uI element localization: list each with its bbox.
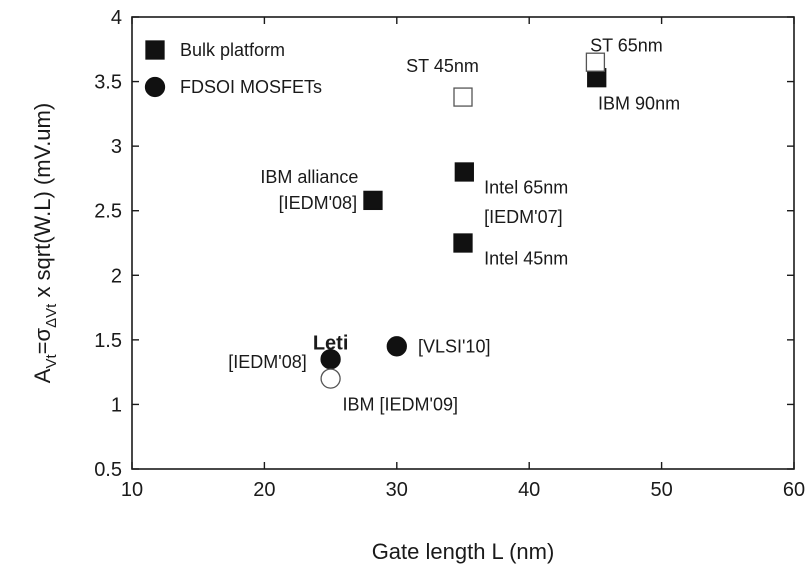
annotation-label: Intel 65nm [484,177,568,197]
y-tick-label: 2 [111,265,122,287]
annotation-label: [IEDM'08] [279,193,357,213]
plot-frame [131,16,795,470]
data-point-filled-square [453,233,473,253]
y-tick-label: 2.5 [94,201,122,223]
legend-label: Bulk platform [180,40,285,60]
y-axis-title-prefix-sub: Vt [43,354,60,369]
annotation-label: [IEDM'08] [228,352,306,372]
annotations: IBM alliance [IEDM'08] Intel 65nm [IEDM'07]… [228,35,680,414]
x-tick-label: 40 [518,479,540,501]
x-tick-label: 10 [121,479,143,501]
annotation-label: IBM [IEDM'09] [343,394,458,414]
annotation-label: IBM alliance [260,167,358,187]
annotation-label: ST 45nm [406,56,479,76]
y-tick-label: 3 [111,136,122,158]
y-tick-label: 1.5 [94,330,122,352]
y-axis-title-mid: =σ [30,327,55,354]
data-point-filled-square [454,162,474,182]
data-point-open-square [585,52,606,72]
y-tick-label: 4 [111,7,122,29]
annotation-label: [IEDM'07] [484,207,562,227]
annotation-label: Intel 45nm [484,248,568,268]
x-tick-label: 30 [386,479,408,501]
data-points [320,52,607,389]
annotation-label: ST 65nm [590,35,663,55]
x-tick-label: 20 [253,479,275,501]
annotation-label: [VLSI'10] [418,336,490,356]
annotation-label: IBM 90nm [598,94,680,114]
x-tick-label: 50 [650,479,672,501]
x-tick-label: 60 [783,479,805,501]
axis-ticks [131,16,795,470]
data-point-open-circle [320,368,341,389]
legend: Bulk platform FDSOI MOSFETs [144,40,322,98]
data-point-open-square [453,87,473,107]
y-tick-label: 1 [111,394,122,416]
data-point-filled-circle [386,336,407,357]
y-axis-title-prefix: A [30,368,55,383]
annotation-label: Leti [313,333,349,355]
legend-marker-circle [144,76,166,98]
y-tick-label: 3.5 [94,72,122,94]
y-axis-title: AVt=σΔVt x sqrt(W.L) (mV.um) [30,103,60,383]
x-axis-title: Gate length L (nm) [372,539,555,564]
legend-label: FDSOI MOSFETs [180,77,322,97]
tick-labels: 10 20 30 40 50 60 0.5 1 1.5 2 2.5 3 3.5 4 [94,7,805,501]
data-point-filled-square [363,190,383,211]
y-tick-label: 0.5 [94,459,122,481]
legend-marker-square [145,40,165,60]
y-axis-title-suffix: x sqrt(W.L) (mV.um) [30,103,55,304]
y-axis-title-mid-sub: ΔVt [43,303,60,328]
